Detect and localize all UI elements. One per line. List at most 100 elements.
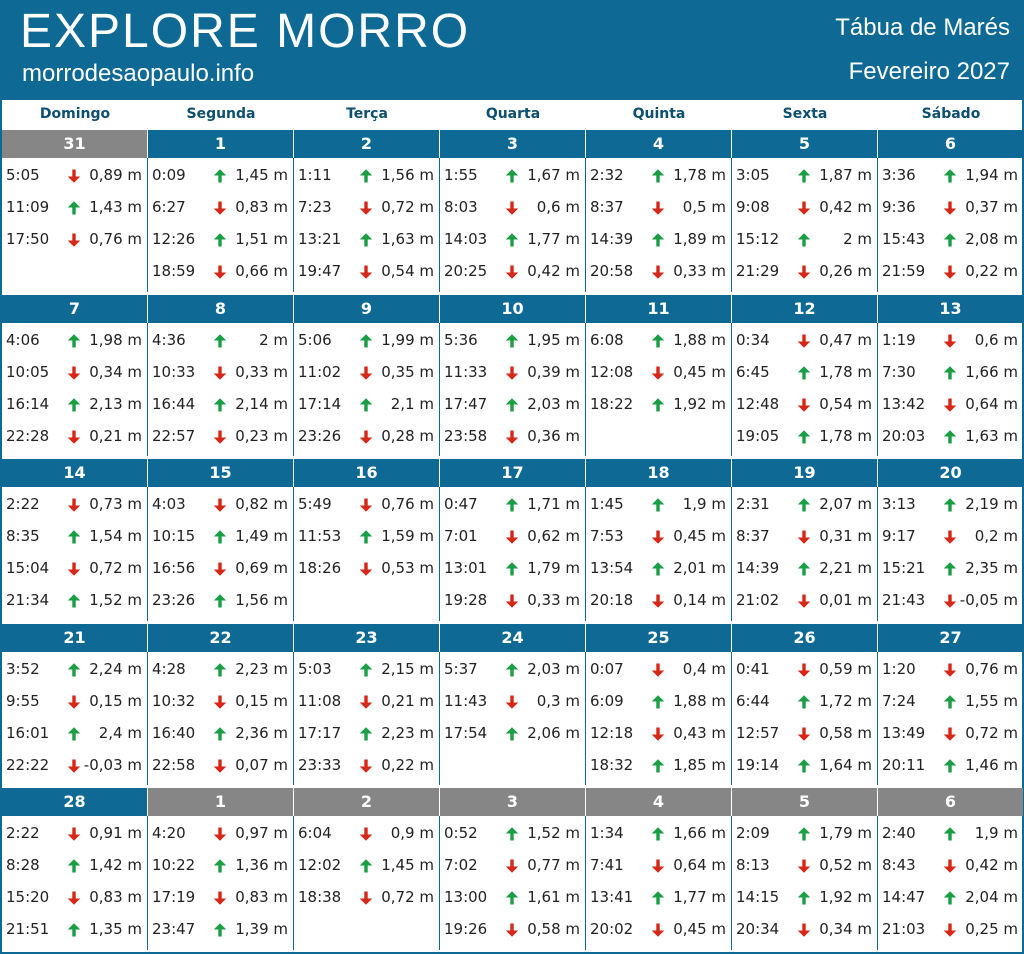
day-cell: 5:05 0,89 m 11:09 1,43 m 17:50 0,76 m xyxy=(2,158,148,292)
tide-time: 11:02 xyxy=(298,362,342,381)
tide-height: 0,21 m xyxy=(381,691,434,710)
arrow-up xyxy=(652,333,664,347)
tide-height: 0,69 m xyxy=(235,559,288,577)
tide-time: 1:45 xyxy=(590,495,624,513)
tide-height: 1,49 m xyxy=(235,527,288,545)
tide-row: 11:43 0,3 m xyxy=(440,686,586,718)
tide-time: 11:09 xyxy=(6,198,50,216)
tide-time: 9:08 xyxy=(736,198,770,216)
day-number: 3 xyxy=(440,788,585,816)
tide-height: 0,37 m xyxy=(965,198,1018,216)
tide-row: 21:51 1,35 m xyxy=(2,914,148,946)
tide-height: 0,6 m xyxy=(536,198,580,216)
tide-time: 11:33 xyxy=(444,362,488,381)
day-number: 18 xyxy=(586,459,731,487)
tide-time: 22:57 xyxy=(152,426,196,445)
tide-time: 10:33 xyxy=(152,362,196,381)
tide-time: 13:00 xyxy=(444,888,488,906)
day-cell: 3:36 1,94 m 9:36 0,37 m 15:43 2,08 m 21:59 0,22… xyxy=(878,158,1024,292)
tide-row: 7:02 0,77 m xyxy=(440,850,586,882)
tide-height: 1,99 m xyxy=(381,330,434,349)
tide-height: 1,72 m xyxy=(819,691,872,710)
tide-time: 19:05 xyxy=(736,426,780,445)
tide-time: 13:01 xyxy=(444,559,488,577)
tide-row: 23:26 1,56 m xyxy=(148,585,294,617)
arrow-down xyxy=(798,530,810,544)
tide-row: 2:31 2,07 m xyxy=(732,489,878,521)
tide-row: 5:49 0,76 m xyxy=(294,489,440,521)
tide-row: 3:05 1,87 m xyxy=(732,160,878,192)
tide-time: 21:59 xyxy=(882,262,926,280)
tide-height: 0,07 m xyxy=(235,755,288,774)
arrow-up xyxy=(506,333,518,347)
tide-height: 0,6 m xyxy=(974,330,1018,349)
tide-time: 13:41 xyxy=(590,888,634,906)
tide-row: 20:58 0,33 m xyxy=(586,256,732,288)
tide-time: 3:52 xyxy=(6,659,40,678)
arrow-up xyxy=(506,726,518,740)
day-number: 20 xyxy=(878,459,1023,487)
tide-row: 9:17 0,2 m xyxy=(878,521,1024,553)
tide-time: 15:20 xyxy=(6,888,50,906)
day-number: 21 xyxy=(2,623,147,652)
tide-row: 16:56 0,69 m xyxy=(148,553,294,585)
day-number: 24 xyxy=(440,623,585,652)
tide-time: 16:40 xyxy=(152,723,196,742)
tide-height: 1,66 m xyxy=(965,362,1018,381)
arrow-down xyxy=(798,594,810,608)
day-cell: 3:05 1,87 m 9:08 0,42 m 15:12 2 m 21:29 0,26 m xyxy=(732,158,878,292)
tide-height: 0,21 m xyxy=(89,426,142,445)
tide-height: 0,42 m xyxy=(819,198,872,216)
tide-height: 2,24 m xyxy=(89,659,142,678)
arrow-down xyxy=(68,498,80,512)
tide-height: 1,87 m xyxy=(819,166,872,184)
tide-row: 11:33 0,39 m xyxy=(440,357,586,389)
arrow-down xyxy=(652,265,664,279)
tide-time: 11:08 xyxy=(298,691,342,710)
tide-row: 13:01 1,79 m xyxy=(440,553,586,585)
tide-row: 5:05 0,89 m xyxy=(2,160,148,192)
tide-time: 4:28 xyxy=(152,659,186,678)
tide-row: 8:37 0,31 m xyxy=(732,521,878,553)
tide-time: 19:47 xyxy=(298,262,342,280)
arrow-up xyxy=(798,365,810,379)
day-cell: 2:32 1,78 m 8:37 0,5 m 14:39 1,89 m 20:58 0,33 … xyxy=(586,158,732,292)
tide-row: 15:12 2 m xyxy=(732,224,878,256)
tide-row: 13:21 1,63 m xyxy=(294,224,440,256)
tide-time: 7:30 xyxy=(882,362,916,381)
tide-time: 9:17 xyxy=(882,527,916,545)
arrow-down xyxy=(798,398,810,412)
tide-height: 2,23 m xyxy=(381,723,434,742)
tide-time: 14:39 xyxy=(736,559,780,577)
tide-row: 19:47 0,54 m xyxy=(294,256,440,288)
tide-time: 3:05 xyxy=(736,166,770,184)
arrow-down xyxy=(506,430,518,444)
arrow-up xyxy=(506,397,518,411)
tide-row: 8:03 0,6 m xyxy=(440,192,586,224)
weekday-header: Domingo xyxy=(39,106,111,122)
tide-time: 5:49 xyxy=(298,495,332,513)
day-number: 10 xyxy=(440,294,585,323)
tide-time: 7:53 xyxy=(590,527,624,545)
tide-row: 4:28 2,23 m xyxy=(148,654,294,686)
tide-row: 18:22 1,92 m xyxy=(586,389,732,421)
tide-row: 6:27 0,83 m xyxy=(148,192,294,224)
tide-height: -0,05 m xyxy=(959,591,1018,609)
tide-row: 11:09 1,43 m xyxy=(2,192,148,224)
tide-height: 2,03 m xyxy=(527,659,580,678)
weekday-header: Sexta xyxy=(782,106,828,122)
tide-height: 0,76 m xyxy=(965,659,1018,678)
weekday-header: Quarta xyxy=(485,106,541,122)
tide-time: 6:09 xyxy=(590,691,624,710)
tide-height: 0,5 m xyxy=(682,198,726,216)
arrow-down xyxy=(360,827,372,841)
tide-height: 0,82 m xyxy=(235,495,288,513)
tide-height: 0,01 m xyxy=(819,591,872,609)
tide-height: 0,23 m xyxy=(235,426,288,445)
tide-time: 8:37 xyxy=(590,198,624,216)
arrow-up xyxy=(214,662,226,676)
tide-time: 0:41 xyxy=(736,659,770,678)
arrow-down xyxy=(652,859,664,873)
tide-height: 2,21 m xyxy=(819,559,872,577)
